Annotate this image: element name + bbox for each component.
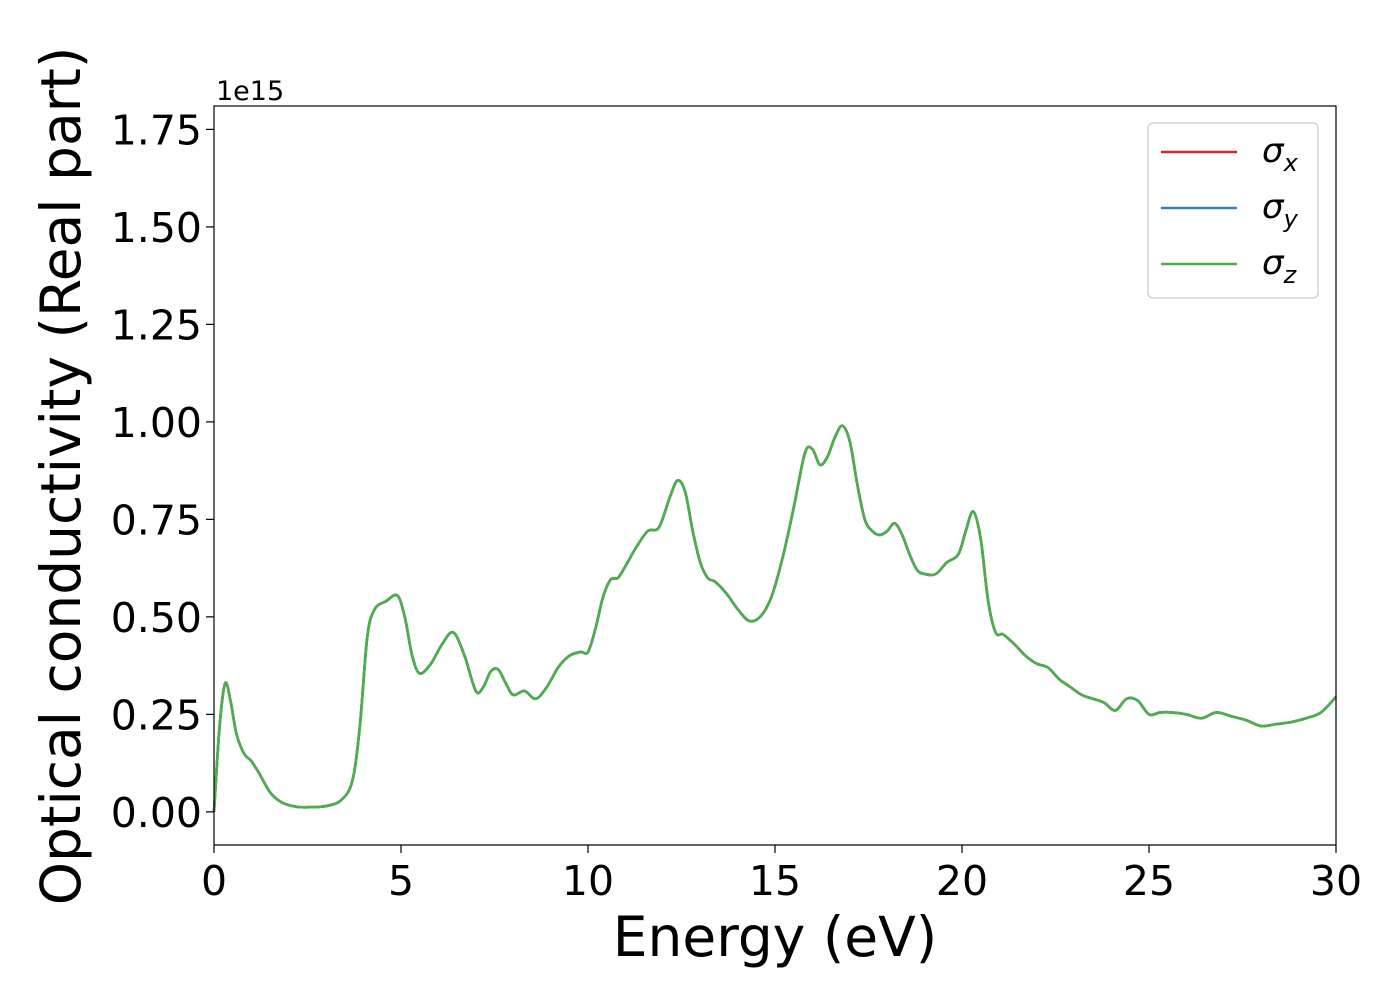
legend-label-z: σz — [1262, 243, 1298, 289]
x-tick-label: 15 — [749, 857, 801, 905]
y-tick-label: 0.00 — [111, 789, 202, 837]
legend-label-y: σy — [1262, 187, 1299, 233]
legend-symbol: σ — [1262, 187, 1285, 227]
series-layer — [212, 424, 1337, 812]
y-tick-label: 0.50 — [111, 594, 202, 642]
legend-subscript: x — [1283, 149, 1299, 177]
x-tick-label: 10 — [562, 857, 614, 905]
y-tick-label: 1.00 — [111, 399, 202, 447]
y-tick-label: 1.75 — [111, 106, 202, 154]
x-tick-label: 5 — [388, 857, 414, 905]
series-line-z — [212, 424, 1337, 812]
legend-label-x: σx — [1262, 131, 1299, 177]
y-tick-label: 0.25 — [111, 691, 202, 739]
legend-subscript: y — [1283, 205, 1299, 233]
legend-subscript: z — [1283, 261, 1298, 289]
legend-symbol: σ — [1262, 243, 1285, 283]
x-tick-label: 30 — [1310, 857, 1362, 905]
legend-symbol: σ — [1262, 131, 1285, 171]
y-tick-label: 1.25 — [111, 301, 202, 349]
x-axis-ticks: 0 5 10 15 20 25 30 — [201, 845, 1362, 905]
y-offset-label: 1e15 — [216, 76, 284, 107]
x-tick-label: 20 — [936, 857, 988, 905]
y-tick-label: 1.50 — [111, 204, 202, 252]
y-axis-ticks: 0.00 0.25 0.50 0.75 1.00 1.25 1.50 1.75 — [111, 106, 214, 837]
legend-box — [1147, 122, 1319, 299]
y-axis-label: Optical conductivity (Real part) — [29, 47, 93, 906]
x-axis-label: Energy (eV) — [613, 905, 937, 969]
y-tick-label: 0.75 — [111, 496, 202, 544]
x-tick-label: 25 — [1123, 857, 1175, 905]
x-tick-label: 0 — [201, 857, 227, 905]
